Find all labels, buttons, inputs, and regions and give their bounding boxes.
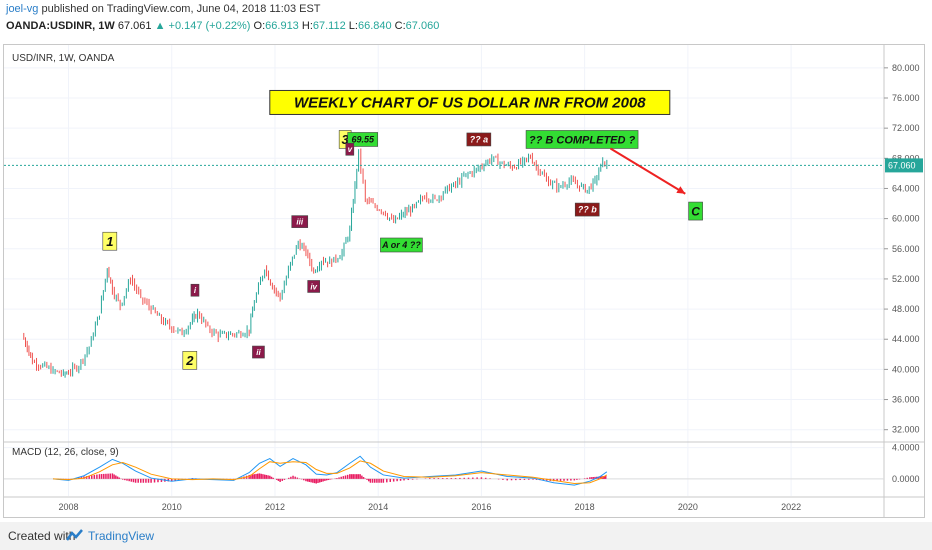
annotation-box — [190, 283, 200, 297]
annotation-label: 1 — [106, 234, 113, 249]
open-value: 66.913 — [265, 20, 299, 32]
publish-info: published on TradingView.com, June 04, 2… — [41, 3, 321, 15]
chart-header: joel-vg published on TradingView.com, Ju… — [0, 0, 932, 42]
annotation-box — [252, 345, 265, 359]
y-tick-label: 64.000 — [892, 183, 920, 193]
x-tick-label: 2014 — [368, 502, 388, 512]
annotation-label: iv — [310, 282, 317, 291]
price-axis[interactable]: 80.000 76.000 72.000 68.000 64.000 60.000 56.0… — [884, 63, 923, 484]
created-with-text: Created with — [8, 529, 76, 543]
price-series — [23, 148, 608, 378]
annotation-label: ?? b — [578, 205, 597, 215]
annotation-label: iii — [296, 217, 303, 226]
macd-pane — [4, 455, 884, 486]
last-price-tag — [885, 158, 923, 173]
low-value: 66.840 — [357, 20, 392, 32]
annotation-label: ?? B COMPLETED ? — [529, 134, 636, 146]
time-axis[interactable]: 2008 2010 2012 2014 2016 2018 2020 2022 — [59, 502, 802, 512]
annotation-box — [574, 202, 600, 217]
chart-container[interactable]: 80.000 76.000 72.000 68.000 64.000 60.000 56.0… — [3, 44, 925, 518]
y-tick-label: 40.000 — [892, 364, 920, 374]
projection-arrow — [609, 147, 686, 195]
y-tick-label: 72.000 — [892, 123, 920, 133]
macd-line — [52, 455, 608, 486]
y-tick-label: 48.000 — [892, 304, 920, 314]
low-label: L: — [348, 20, 358, 32]
macd-y-tick-label: 0.0000 — [892, 474, 920, 484]
x-tick-label: 2008 — [59, 502, 79, 512]
annotation-box — [525, 130, 639, 149]
chart-svg[interactable]: 80.000 76.000 72.000 68.000 64.000 60.000 56.0… — [4, 45, 924, 517]
annotation-label: 3 — [342, 132, 350, 147]
annotation-label: ?? a — [470, 135, 489, 145]
macd-label: MACD (12, 26, close, 9) — [12, 447, 119, 458]
annotation-box — [688, 201, 703, 221]
annotation-label: ii — [256, 348, 261, 357]
macd-y-tick-label: 4.0000 — [892, 443, 920, 453]
chart-title: WEEKLY CHART OF US DOLLAR INR FROM 2008 — [294, 94, 646, 111]
y-tick-label: 52.000 — [892, 274, 920, 284]
y-tick-label: 36.000 — [892, 395, 920, 405]
price-change: +0.147 (+0.22%) — [168, 20, 251, 32]
x-tick-label: 2012 — [265, 502, 285, 512]
pane-label: USD/INR, 1W, OANDA — [12, 53, 115, 64]
y-tick-label: 80.000 — [892, 63, 920, 73]
annotation-box — [380, 237, 423, 253]
annotation-label: C — [691, 204, 700, 218]
last-price-tag-label: 67.060 — [888, 160, 916, 170]
signal-line — [53, 460, 608, 485]
annotation-box — [307, 280, 320, 293]
annotation-box — [347, 132, 379, 147]
annotation-label: A or 4 ?? — [381, 240, 421, 250]
tradingview-brand-link[interactable]: TradingView — [88, 529, 155, 543]
y-tick-label: 60.000 — [892, 214, 920, 224]
annotation-label: 2 — [185, 353, 194, 368]
tradingview-logo-icon — [66, 529, 83, 541]
x-tick-label: 2018 — [575, 502, 595, 512]
annotations: WEEKLY CHART OF US DOLLAR INR FROM 2008 1… — [102, 89, 703, 370]
high-value: 67.112 — [312, 20, 346, 32]
y-tick-label: 56.000 — [892, 244, 920, 254]
publish-line: joel-vg published on TradingView.com, Ju… — [6, 3, 321, 15]
close-value: 67.060 — [405, 20, 440, 32]
chart-title-box — [269, 89, 671, 115]
projection-arrow-head — [676, 186, 686, 194]
symbol-info-line: OANDA:USDINR, 1W 67.061 ▲ +0.147 (+0.22%… — [6, 20, 439, 32]
annotation-box — [345, 142, 355, 156]
annotation-label: v — [348, 145, 353, 154]
close-label: C: — [394, 20, 406, 32]
up-arrow-icon: ▲ — [154, 20, 166, 32]
x-tick-label: 2010 — [162, 502, 182, 512]
annotation-box — [291, 215, 309, 228]
x-tick-label: 2022 — [781, 502, 801, 512]
annotation-label: 69.55 — [351, 135, 375, 145]
y-tick-label: 76.000 — [892, 93, 920, 103]
footer: Created with TradingView — [0, 522, 932, 550]
annotation-label: i — [194, 286, 197, 295]
y-tick-label: 32.000 — [892, 425, 920, 435]
annotation-box — [102, 231, 118, 251]
x-tick-label: 2020 — [678, 502, 698, 512]
y-tick-label: 44.000 — [892, 334, 920, 344]
y-tick-label: 68.000 — [892, 153, 920, 163]
x-tick-label: 2016 — [471, 502, 491, 512]
annotation-box — [182, 351, 198, 370]
annotation-box — [466, 132, 492, 147]
high-label: H: — [301, 20, 313, 32]
author-link[interactable]: joel-vg — [6, 3, 39, 15]
open-label: O: — [253, 20, 266, 32]
symbol-label[interactable]: OANDA:USDINR, 1W — [6, 20, 115, 32]
last-price: 67.061 — [117, 20, 152, 32]
